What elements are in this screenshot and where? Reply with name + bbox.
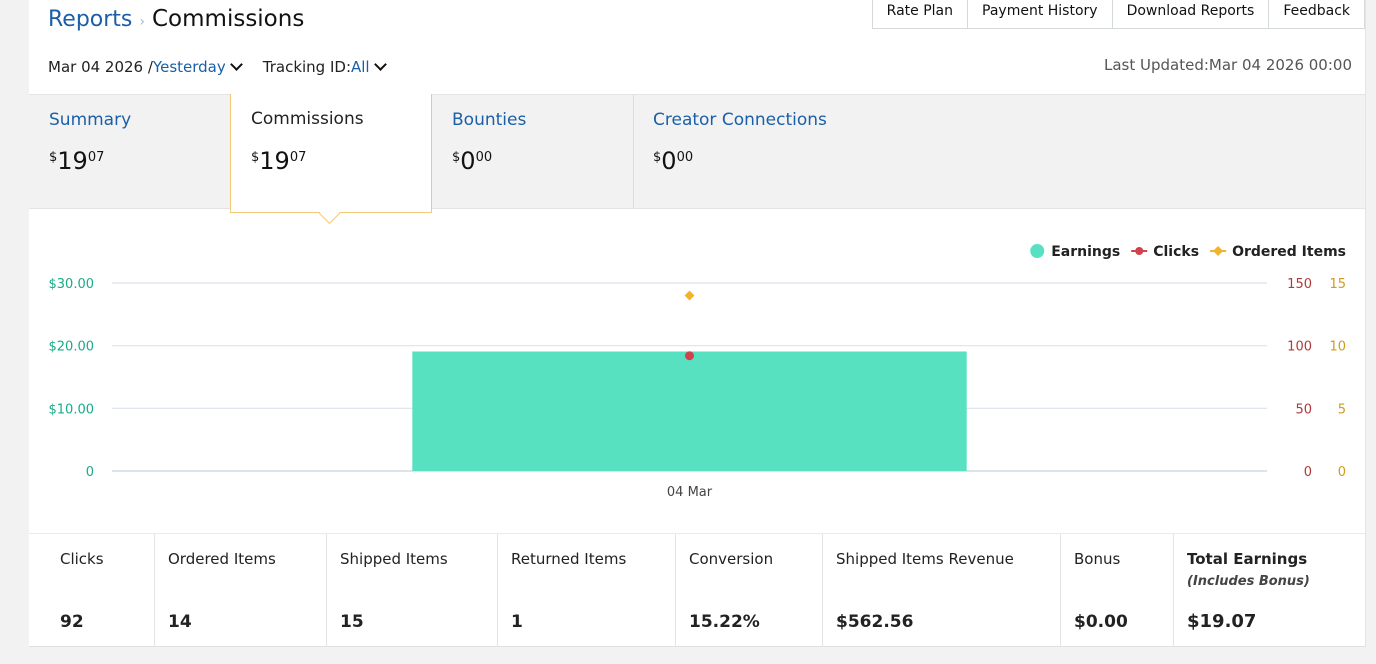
tab-bounties-label: Bounties	[452, 110, 527, 130]
stat-shipped-items-revenue: Shipped Items Revenue $562.56	[823, 534, 1061, 647]
legend-label: Ordered Items	[1232, 244, 1346, 260]
stat-sublabel: (Includes Bonus)	[1187, 574, 1310, 589]
y-right-ordered-tick-label: 15	[1329, 277, 1346, 292]
stat-clicks: Clicks 92	[29, 534, 155, 647]
stat-value: 14	[168, 612, 192, 632]
y-axis-right-ordered-ticks: 0 5 10 15	[1329, 277, 1346, 480]
chevron-down-icon	[373, 58, 387, 71]
legend-clicks-icon	[1135, 247, 1144, 255]
ordered-items-point[interactable]	[684, 290, 695, 301]
y-left-tick-label: $10.00	[49, 402, 95, 417]
date-label: Mar 04 2026 /	[48, 58, 153, 76]
stat-label: Total Earnings	[1187, 550, 1308, 568]
tracking-id-label: Tracking ID:	[262, 58, 351, 76]
legend-earnings-icon	[1030, 244, 1045, 258]
y-right-ordered-tick-label: 5	[1338, 402, 1346, 417]
clicks-point[interactable]	[685, 351, 694, 361]
tab-summary[interactable]: Summary $1907	[29, 95, 230, 208]
stat-value: 15	[340, 612, 364, 632]
tab-bounties[interactable]: Bounties $000	[432, 95, 633, 208]
stat-label: Shipped Items Revenue	[836, 550, 1014, 568]
download-reports-button[interactable]: Download Reports	[1111, 0, 1269, 29]
x-tick-label: 04 Mar	[667, 485, 713, 500]
breadcrumb-separator-icon: ›	[139, 14, 145, 30]
commissions-report-card: Reports › Commissions Rate Plan Payment …	[29, 0, 1366, 647]
y-left-tick-label: $30.00	[49, 277, 95, 292]
rate-plan-button[interactable]: Rate Plan	[871, 0, 968, 29]
chevron-down-icon	[229, 58, 243, 71]
stat-label: Conversion	[689, 550, 774, 568]
tab-creator-connections-amount: $000	[653, 147, 694, 175]
earnings-tabs: Summary $1907 Commissions $1907 Bounties…	[29, 94, 1365, 225]
legend-ordered-items-icon	[1213, 246, 1224, 256]
chart-marks: 04 Mar	[412, 290, 967, 500]
legend-label: Clicks	[1153, 244, 1199, 260]
y-right-ordered-tick-label: 0	[1338, 465, 1346, 480]
tab-commissions-label: Commissions	[251, 109, 364, 129]
stat-returned-items: Returned Items 1	[498, 534, 676, 647]
stat-shipped-items: Shipped Items 15	[327, 534, 498, 647]
period-value: Yesterday	[152, 58, 226, 76]
tab-creator-connections[interactable]: Creator Connections $000	[633, 95, 893, 208]
stat-total-earnings: Total Earnings (Includes Bonus) $19.07	[1174, 534, 1365, 647]
tab-divider	[633, 95, 634, 208]
y-axis-left-ticks: 0 $10.00 $20.00 $30.00	[49, 277, 95, 480]
breadcrumb-reports-link[interactable]: Reports	[48, 7, 133, 32]
stat-conversion: Conversion 15.22%	[676, 534, 823, 647]
stat-label: Returned Items	[511, 550, 627, 568]
chart-legend: Ordered Items Clicks Earnings	[1030, 244, 1346, 260]
y-right-clicks-tick-label: 150	[1287, 277, 1312, 292]
stat-value: $19.07	[1187, 611, 1257, 632]
earnings-bar[interactable]	[412, 351, 967, 471]
tab-summary-label: Summary	[49, 110, 132, 130]
stat-bonus: Bonus $0.00	[1061, 534, 1174, 647]
stat-value: 92	[60, 612, 84, 632]
stat-value: $562.56	[836, 612, 914, 632]
stat-value: $0.00	[1074, 612, 1128, 632]
page-title: Commissions	[152, 6, 305, 32]
earnings-chart: 0 $10.00 $20.00 $30.00 0 50 100 150 0 5 10 15 04 …	[49, 244, 1346, 500]
stat-label: Shipped Items	[340, 550, 448, 568]
stat-value: 1	[511, 612, 523, 632]
report-filters: Mar 04 2026 / Yesterday Tracking ID:All	[48, 58, 387, 76]
y-axis-right-clicks-ticks: 0 50 100 150	[1287, 277, 1312, 480]
tab-summary-amount: $1907	[49, 147, 105, 175]
period-dropdown[interactable]: Yesterday	[152, 58, 243, 76]
report-actions-nav: Rate Plan Payment History Download Repor…	[871, 0, 1365, 29]
tab-creator-connections-label: Creator Connections	[653, 110, 827, 130]
stat-value: 15.22%	[689, 612, 760, 632]
tracking-id-value: All	[351, 58, 370, 76]
y-right-ordered-tick-label: 10	[1329, 340, 1346, 355]
feedback-button[interactable]: Feedback	[1268, 0, 1365, 29]
payment-history-button[interactable]: Payment History	[967, 0, 1112, 29]
stat-label: Bonus	[1074, 550, 1121, 568]
y-right-clicks-tick-label: 100	[1287, 340, 1312, 355]
stats-row: Clicks 92 Ordered Items 14 Shipped Items…	[29, 533, 1365, 647]
tab-commissions-amount: $1907	[251, 147, 307, 175]
breadcrumb: Reports › Commissions	[48, 6, 304, 32]
y-left-tick-label: $20.00	[49, 340, 95, 355]
y-right-clicks-tick-label: 0	[1304, 465, 1312, 480]
stat-ordered-items: Ordered Items 14	[155, 534, 327, 647]
tab-bounties-amount: $000	[452, 147, 493, 175]
y-left-tick-label: 0	[86, 465, 94, 480]
stat-label: Clicks	[60, 550, 104, 568]
y-right-clicks-tick-label: 50	[1295, 402, 1312, 417]
last-updated-text: Last Updated:Mar 04 2026 00:00	[1103, 56, 1352, 74]
tracking-id-dropdown[interactable]: Tracking ID:All	[262, 58, 387, 76]
tab-commissions[interactable]: Commissions $1907	[230, 94, 432, 225]
legend-label: Earnings	[1051, 244, 1120, 260]
stat-label: Ordered Items	[168, 550, 276, 568]
